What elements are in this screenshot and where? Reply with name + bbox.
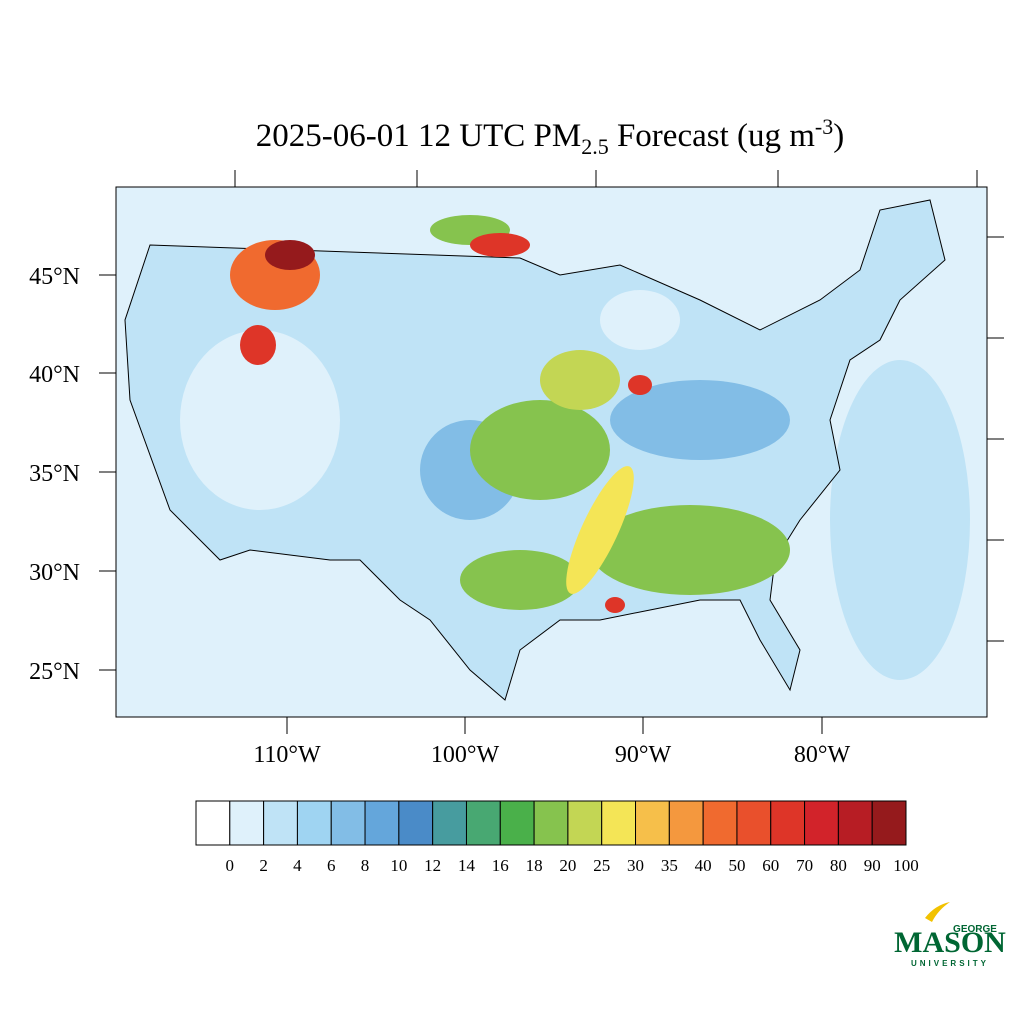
colorbar-label: 60 [762,856,779,875]
colorbar-box [398,800,434,846]
colorbar-label: 4 [293,856,302,875]
lat-labels: 45°N 40°N 35°N 30°N 25°N [29,264,80,685]
lon-label: 90°W [615,742,672,768]
colorbar-label: 80 [830,856,847,875]
green-area [590,505,790,595]
lat-label: 25°N [29,659,80,685]
logo-bottom: UNIVERSITY [911,959,989,968]
lat-label: 40°N [29,362,80,388]
colorbar-box [195,800,231,846]
ticks [99,170,1004,734]
colorbar-label: 30 [627,856,644,875]
colorbar-label: 2 [259,856,268,875]
colorbar-label: 18 [526,856,543,875]
colorbar-label: 90 [864,856,881,875]
colorbar-label: 35 [661,856,678,875]
colorbar-label: 16 [492,856,509,875]
clean-area [180,330,340,510]
colorbar-label: 14 [458,856,476,875]
map-frame [115,186,988,718]
hotspot [628,375,652,395]
lon-labels: 110°W 100°W 90°W 80°W [253,742,850,768]
logo: GEORGE MASON UNIVERSITY [894,902,1006,968]
lat-label: 30°N [29,560,80,586]
colorbar-box [804,800,839,846]
green-area [470,400,610,500]
colorbar-box [432,800,467,846]
title: 2025-06-01 12 UTC PM2.5 Forecast (ug m-3… [256,114,844,159]
great-lakes [600,290,680,350]
colorbar-box [668,800,704,846]
yellow-area [540,350,620,410]
colorbar-box [567,800,603,846]
title-sub: 2.5 [581,134,609,159]
colorbar-label: 25 [593,856,610,875]
logo-top: GEORGE [953,924,997,935]
green-area [460,550,580,610]
colorbar-label: 6 [327,856,336,875]
colorbar-box [364,800,400,846]
colorbar-label: 0 [226,856,235,875]
title-middle: Forecast (ug m [609,118,816,154]
colorbar-box [702,800,738,846]
colorbar-box [499,800,535,846]
colorbar-label: 50 [728,856,745,875]
colorbar-box [465,800,501,846]
colorbar-box [871,800,907,846]
smoke-plume [470,233,530,257]
yellow-area [566,466,634,594]
colorbar-box [837,800,873,846]
colorbar-box [263,800,298,846]
title-sup: -3 [815,114,833,139]
colorbar-box [533,800,569,846]
colorbar-label: 8 [361,856,370,875]
colorbar-label: 70 [796,856,813,875]
colorbar-label: 20 [559,856,576,875]
hotspot [605,597,625,613]
colorbar-label: 12 [424,856,441,875]
lon-label: 100°W [431,742,500,768]
colorbar-label: 40 [695,856,712,875]
colorbar-label: 100 [893,856,919,875]
smoke-core [265,240,315,270]
colorbar-box [229,800,265,846]
colorbar-box [736,800,772,846]
colorbar-label: 10 [390,856,407,875]
plume [830,360,970,680]
colorbar: 0 2 4 6 8 10 12 14 16 18 20 25 30 35 40 50 60 70 80 90 100 [195,800,919,875]
logo-swoosh [925,902,950,922]
lon-label: 110°W [253,742,321,768]
colorbar-box [330,800,366,846]
colorbar-box [601,800,637,846]
colorbar-box [635,800,670,846]
map: 45°N 40°N 35°N 30°N 25°N 110°W 100°W 90°… [29,170,1004,768]
lat-label: 35°N [29,461,80,487]
logo-main: MASON [894,926,1006,959]
colorbar-box [770,800,806,846]
title-main: 2025-06-01 12 UTC PM [256,118,581,154]
smoke-plume [240,325,276,365]
lon-label: 80°W [794,742,851,768]
colorbar-box [296,800,332,846]
moderate-area [610,380,790,460]
title-end: ) [833,118,844,154]
lat-label: 45°N [29,264,80,290]
